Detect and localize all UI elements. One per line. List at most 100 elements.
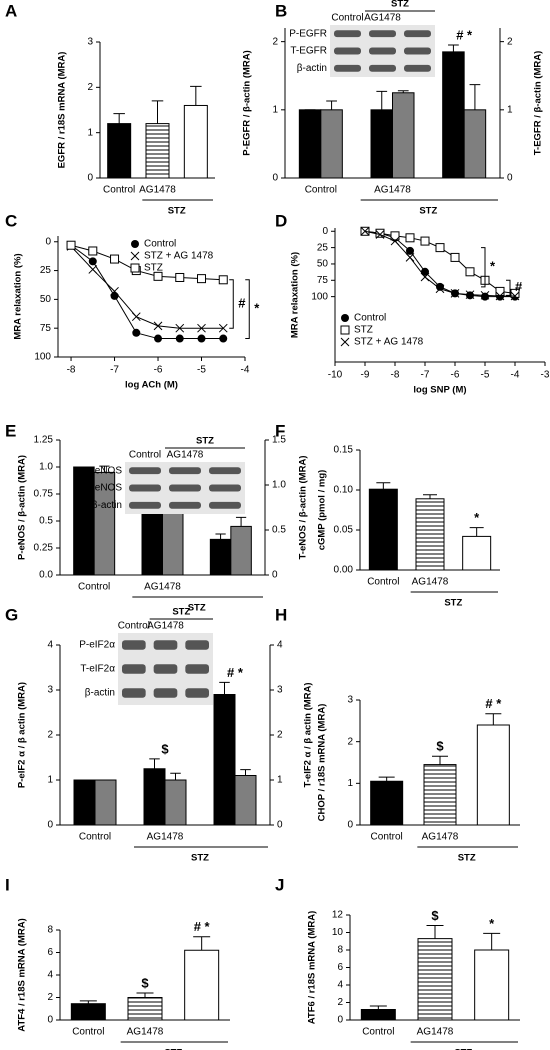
error-bar [448,44,459,52]
bar [164,779,187,826]
y-tick-label: 0 [45,236,51,247]
x-tick-label: Control [103,185,135,196]
group-label: STZ [168,206,186,217]
value-annotation: * [489,916,495,931]
y-tick-label: 0.0 [39,570,53,581]
y-tick-label: 0 [322,226,328,237]
axis-title: cGMP (pmol / mg) [317,470,328,551]
bracket [245,279,250,340]
marker [510,291,520,301]
y-tick-label: 0.00 [334,565,354,576]
value-annotation: $ [161,741,169,756]
blot-band [209,484,241,492]
blot-band [169,467,201,475]
marker [66,240,76,250]
value-annotation: # * [456,27,473,42]
y2-tick-label: 3 [277,685,283,696]
x-tick-label: -8 [391,370,400,381]
error-bar [423,494,437,499]
error-bar [219,681,230,695]
marker [481,292,489,301]
error-bar [240,769,251,776]
blot-band [129,484,161,492]
axis-title: log ACh (M) [125,380,178,391]
y2-tick-label: 1 [507,104,513,115]
y-tick-label: 2 [47,992,53,1003]
blot-lane-label: AG1478 [167,450,204,461]
y-tick-label: 6 [337,962,343,973]
blot-band [404,30,431,38]
axis-title: P-eNOS / β-actin (MRA) [17,455,28,560]
error-bar [326,100,337,110]
error-bar [469,84,481,110]
marker [450,252,460,262]
y-tick-label: 50 [317,259,329,270]
legend-marker [131,240,139,248]
x-tick-label: Control [367,577,399,588]
blot-group-label: STZ [172,607,190,618]
error-bar [193,936,211,951]
marker [131,312,141,322]
y-tick-label: 100 [311,291,328,302]
marker [480,290,490,300]
panel-label: F [275,421,285,440]
bar [94,779,117,826]
bar [213,694,236,826]
x-tick-label: -7 [421,370,430,381]
y-tick-label: 0 [87,173,93,184]
marker [405,253,415,262]
marker [436,282,444,291]
marker [154,334,163,343]
marker [435,284,445,294]
y-tick-label: 8 [337,945,343,956]
group-label: STZ [191,853,209,864]
marker [390,231,400,241]
x-tick-label: Control [371,832,403,843]
blot-group-label: STZ [196,436,214,447]
marker [175,323,185,333]
blot-row-label: P-EGFR [289,28,327,39]
x-tick-label: -5 [197,365,206,376]
marker [420,236,430,246]
x-tick-label: -3 [541,370,550,381]
marker [88,257,97,266]
error-bar [378,776,395,782]
blot-band [209,467,241,475]
marker [197,334,206,343]
axis-title: T-eNOS / β-actin (MRA) [298,456,309,560]
marker [420,272,430,282]
x-tick-label: -4 [511,370,520,381]
error-bar [426,925,444,939]
marker [88,265,98,274]
legend-marker [130,251,140,261]
blot-group-label: STZ [391,0,409,10]
axis-title: T-eIF2 α / β actin (MRA) [303,682,314,787]
marker [450,289,460,298]
error-bar [190,85,202,106]
y-tick-label: 4 [47,640,53,651]
axis-title: ATF4 / r18S mRNA (MRA) [17,918,28,1031]
panel-label: J [275,875,284,894]
marker [435,243,445,253]
y-tick-label: 3 [87,37,93,48]
bar [145,123,170,179]
y-tick-label: 0.15 [334,445,354,456]
group-label: STZ [454,1048,472,1050]
x-tick-label: AG1478 [144,582,181,593]
axis-title: EGFR / r18S mRNA (MRA) [57,52,68,169]
x-tick-label: -5 [481,370,490,381]
x-tick-label: AG1478 [412,577,449,588]
bar [320,109,343,179]
error-bar [432,755,448,765]
x-tick-label: -4 [241,365,250,376]
y-tick-label: 4 [337,980,343,991]
marker [465,290,475,300]
y2-tick-label: 1.5 [272,435,286,446]
y-tick-label: 50 [40,294,52,305]
blot-band [122,640,146,650]
bar [143,768,166,826]
blot-row-label: P-eNOS [85,465,123,476]
error-bar [485,713,502,725]
y-tick-label: 100 [34,352,51,363]
